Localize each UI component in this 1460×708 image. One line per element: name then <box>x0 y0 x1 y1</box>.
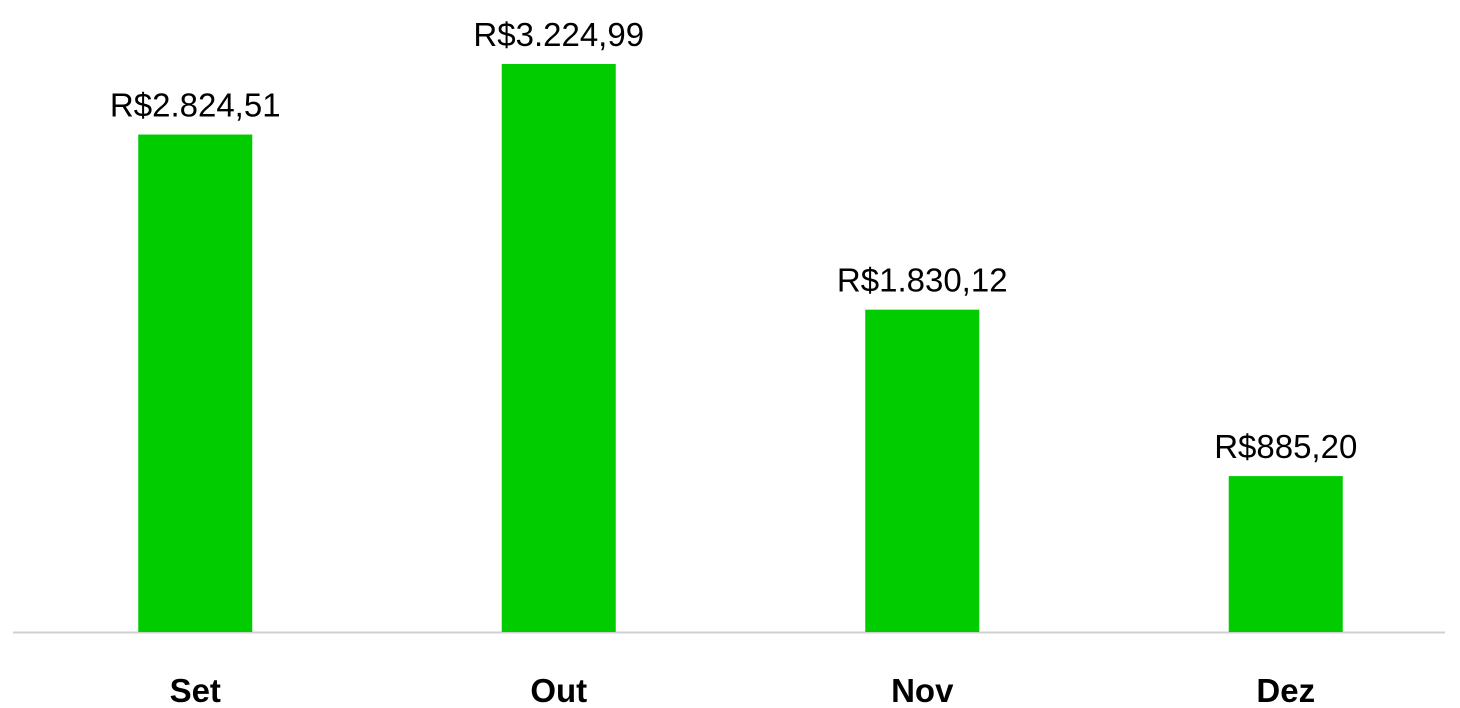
x-tick-label: Dez <box>1256 672 1315 708</box>
x-tick-label: Set <box>170 672 221 708</box>
bar <box>1228 476 1343 632</box>
data-label: R$1.830,12 <box>837 262 1008 299</box>
bar <box>138 134 253 633</box>
x-tick-label: Out <box>530 672 587 708</box>
data-label: R$3.224,99 <box>473 16 644 53</box>
data-label: R$885,20 <box>1214 428 1357 465</box>
bar <box>865 309 980 632</box>
bar <box>501 64 616 632</box>
data-label: R$2.824,51 <box>110 87 281 124</box>
x-tick-label: Nov <box>891 672 954 708</box>
